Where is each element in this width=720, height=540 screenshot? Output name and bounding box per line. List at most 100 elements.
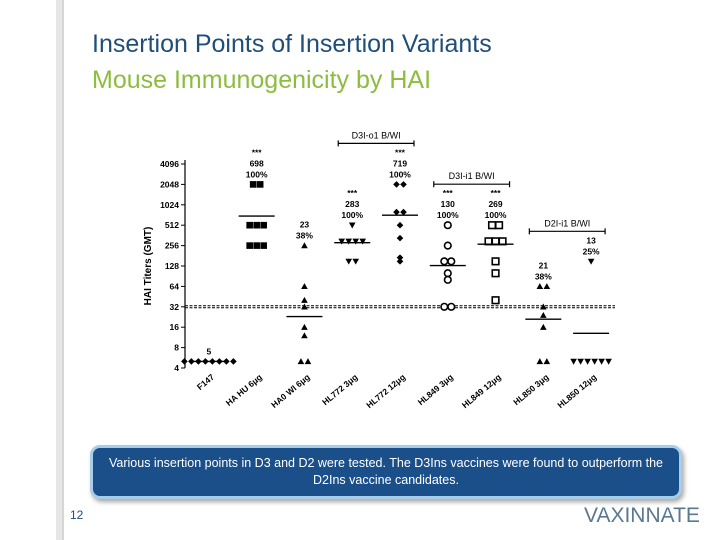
data-point <box>352 258 360 265</box>
y-tick-label: 32 <box>170 302 180 312</box>
data-point <box>443 241 452 250</box>
data-point <box>570 358 577 365</box>
data-point <box>447 302 456 311</box>
data-label: 38% <box>296 231 313 241</box>
data-point <box>491 269 500 278</box>
data-label: *** <box>252 147 263 157</box>
data-point <box>253 242 260 249</box>
data-label: 38% <box>535 271 552 281</box>
x-tick-label: HL850 3μg <box>511 372 550 407</box>
y-tick-label: 64 <box>170 281 180 291</box>
data-point <box>536 283 544 290</box>
data-label: 100% <box>485 210 507 220</box>
y-tick-label: 4096 <box>160 159 179 169</box>
callout-text: Various insertion points in D3 and D2 we… <box>108 456 663 487</box>
page-number: 12 <box>70 508 84 522</box>
data-point <box>543 283 551 290</box>
data-point <box>491 257 500 266</box>
data-point <box>543 358 551 365</box>
data-label: *** <box>443 188 454 198</box>
data-point <box>591 358 598 365</box>
data-point <box>301 283 308 290</box>
y-tick-label: 4 <box>174 363 179 373</box>
y-tick-label: 128 <box>165 261 179 271</box>
data-point <box>396 234 404 242</box>
data-point <box>301 242 308 249</box>
y-axis-label: HAI Titers (GMT) <box>143 227 154 306</box>
slide-subtitle: Mouse Immunogenicity by HAI <box>92 66 432 94</box>
data-label: 698 <box>250 158 264 168</box>
data-label: *** <box>347 188 358 198</box>
x-tick-label: HL772 3μg <box>320 372 359 407</box>
data-point <box>587 258 595 265</box>
data-point <box>260 242 267 249</box>
data-label: 130 <box>441 199 455 209</box>
data-point <box>338 238 346 245</box>
data-point <box>540 311 547 318</box>
data-point <box>443 269 452 278</box>
x-tick-label: HL850 12μg <box>555 372 598 410</box>
data-point <box>359 238 367 245</box>
data-point <box>352 238 360 245</box>
y-tick-label: 8 <box>174 343 179 353</box>
data-point <box>605 358 612 365</box>
data-label: 23 <box>300 220 310 230</box>
data-point <box>396 221 404 229</box>
data-point <box>396 258 404 265</box>
bracket-label: D3I-o1 B/WI <box>352 130 401 140</box>
data-label: 269 <box>488 199 502 209</box>
data-point <box>447 257 456 266</box>
data-point <box>301 303 308 310</box>
data-label: *** <box>491 188 502 198</box>
data-point <box>443 221 452 230</box>
data-point <box>260 221 267 229</box>
data-point <box>400 208 407 216</box>
y-tick-label: 512 <box>165 220 179 230</box>
data-point <box>297 358 305 365</box>
data-point <box>230 358 237 365</box>
data-point <box>345 258 353 265</box>
data-point <box>301 296 308 303</box>
data-point <box>584 358 591 365</box>
y-tick-label: 2048 <box>160 179 179 189</box>
data-point <box>304 358 312 365</box>
x-tick-label: HA HU 6μg <box>224 372 264 408</box>
data-point <box>598 358 605 365</box>
data-point <box>540 303 547 310</box>
slide-title: Insertion Points of Insertion Variants <box>92 30 492 58</box>
side-bar-accent <box>56 0 62 540</box>
data-label: 100% <box>437 210 459 220</box>
data-label: *** <box>395 147 406 157</box>
data-point <box>181 358 188 365</box>
callout-box: Various insertion points in D3 and D2 we… <box>90 445 682 499</box>
x-tick-label: HL772 12μg <box>364 372 407 410</box>
data-point <box>256 181 264 188</box>
y-tick-label: 256 <box>165 241 179 251</box>
data-point <box>301 323 308 330</box>
data-point <box>577 358 584 365</box>
data-label: 13 <box>586 235 596 245</box>
data-point <box>487 221 497 230</box>
data-point <box>536 358 544 365</box>
data-point <box>249 181 257 188</box>
data-point <box>396 254 404 261</box>
x-tick-label: HL849 3μg <box>416 372 455 407</box>
data-point <box>246 221 253 229</box>
data-point <box>348 222 356 229</box>
data-label: 5 <box>207 346 212 356</box>
data-point <box>301 332 308 339</box>
data-label: 100% <box>341 210 363 220</box>
data-point <box>443 275 452 284</box>
data-point <box>345 238 353 245</box>
bracket-label: D3I-i1 B/WI <box>449 171 495 181</box>
data-label: 21 <box>539 260 549 270</box>
side-bar <box>0 0 64 540</box>
data-point <box>400 181 407 188</box>
data-point <box>491 296 500 305</box>
data-point <box>540 323 547 330</box>
hai-titer-chart: 4 8 16 32 64 128 256 512 1024 2048 4096 HAI Titers … <box>143 130 615 410</box>
data-point <box>393 181 400 188</box>
data-label: 283 <box>345 199 359 209</box>
bracket-label: D2I-i1 B/WI <box>544 218 590 228</box>
data-label: 100% <box>246 169 268 179</box>
